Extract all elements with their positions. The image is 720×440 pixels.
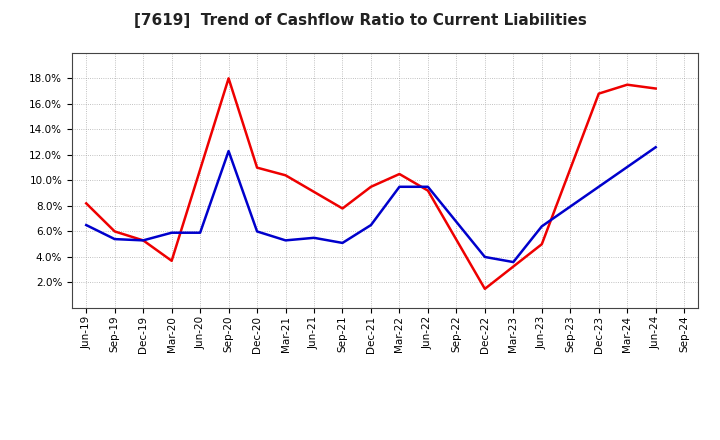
Line: Operating CF to Current Liabilities: Operating CF to Current Liabilities xyxy=(86,78,656,289)
Operating CF to Current Liabilities xyxy=(366,184,375,189)
Free CF to Current Liabilities xyxy=(167,230,176,235)
Free CF to Current Liabilities xyxy=(480,254,489,260)
Free CF to Current Liabilities xyxy=(310,235,318,240)
Free CF to Current Liabilities xyxy=(338,240,347,246)
Operating CF to Current Liabilities xyxy=(395,171,404,176)
Free CF to Current Liabilities xyxy=(366,222,375,228)
Line: Free CF to Current Liabilities: Free CF to Current Liabilities xyxy=(86,147,656,262)
Free CF to Current Liabilities xyxy=(509,260,518,265)
Free CF to Current Liabilities xyxy=(395,184,404,189)
Operating CF to Current Liabilities xyxy=(423,188,432,193)
Free CF to Current Liabilities xyxy=(225,148,233,154)
Operating CF to Current Liabilities xyxy=(652,86,660,91)
Free CF to Current Liabilities xyxy=(423,184,432,189)
Free CF to Current Liabilities xyxy=(110,236,119,242)
Operating CF to Current Liabilities xyxy=(623,82,631,87)
Text: [7619]  Trend of Cashflow Ratio to Current Liabilities: [7619] Trend of Cashflow Ratio to Curren… xyxy=(134,13,586,28)
Free CF to Current Liabilities xyxy=(282,238,290,243)
Operating CF to Current Liabilities xyxy=(110,229,119,234)
Free CF to Current Liabilities xyxy=(82,222,91,228)
Free CF to Current Liabilities xyxy=(196,230,204,235)
Operating CF to Current Liabilities xyxy=(225,76,233,81)
Operating CF to Current Liabilities xyxy=(253,165,261,170)
Free CF to Current Liabilities xyxy=(537,224,546,229)
Free CF to Current Liabilities xyxy=(253,229,261,234)
Operating CF to Current Liabilities xyxy=(537,242,546,247)
Operating CF to Current Liabilities xyxy=(282,172,290,178)
Operating CF to Current Liabilities xyxy=(338,206,347,211)
Free CF to Current Liabilities xyxy=(652,145,660,150)
Operating CF to Current Liabilities xyxy=(480,286,489,291)
Free CF to Current Liabilities xyxy=(139,238,148,243)
Operating CF to Current Liabilities xyxy=(139,238,148,243)
Operating CF to Current Liabilities xyxy=(167,258,176,264)
Operating CF to Current Liabilities xyxy=(595,91,603,96)
Operating CF to Current Liabilities xyxy=(82,201,91,206)
